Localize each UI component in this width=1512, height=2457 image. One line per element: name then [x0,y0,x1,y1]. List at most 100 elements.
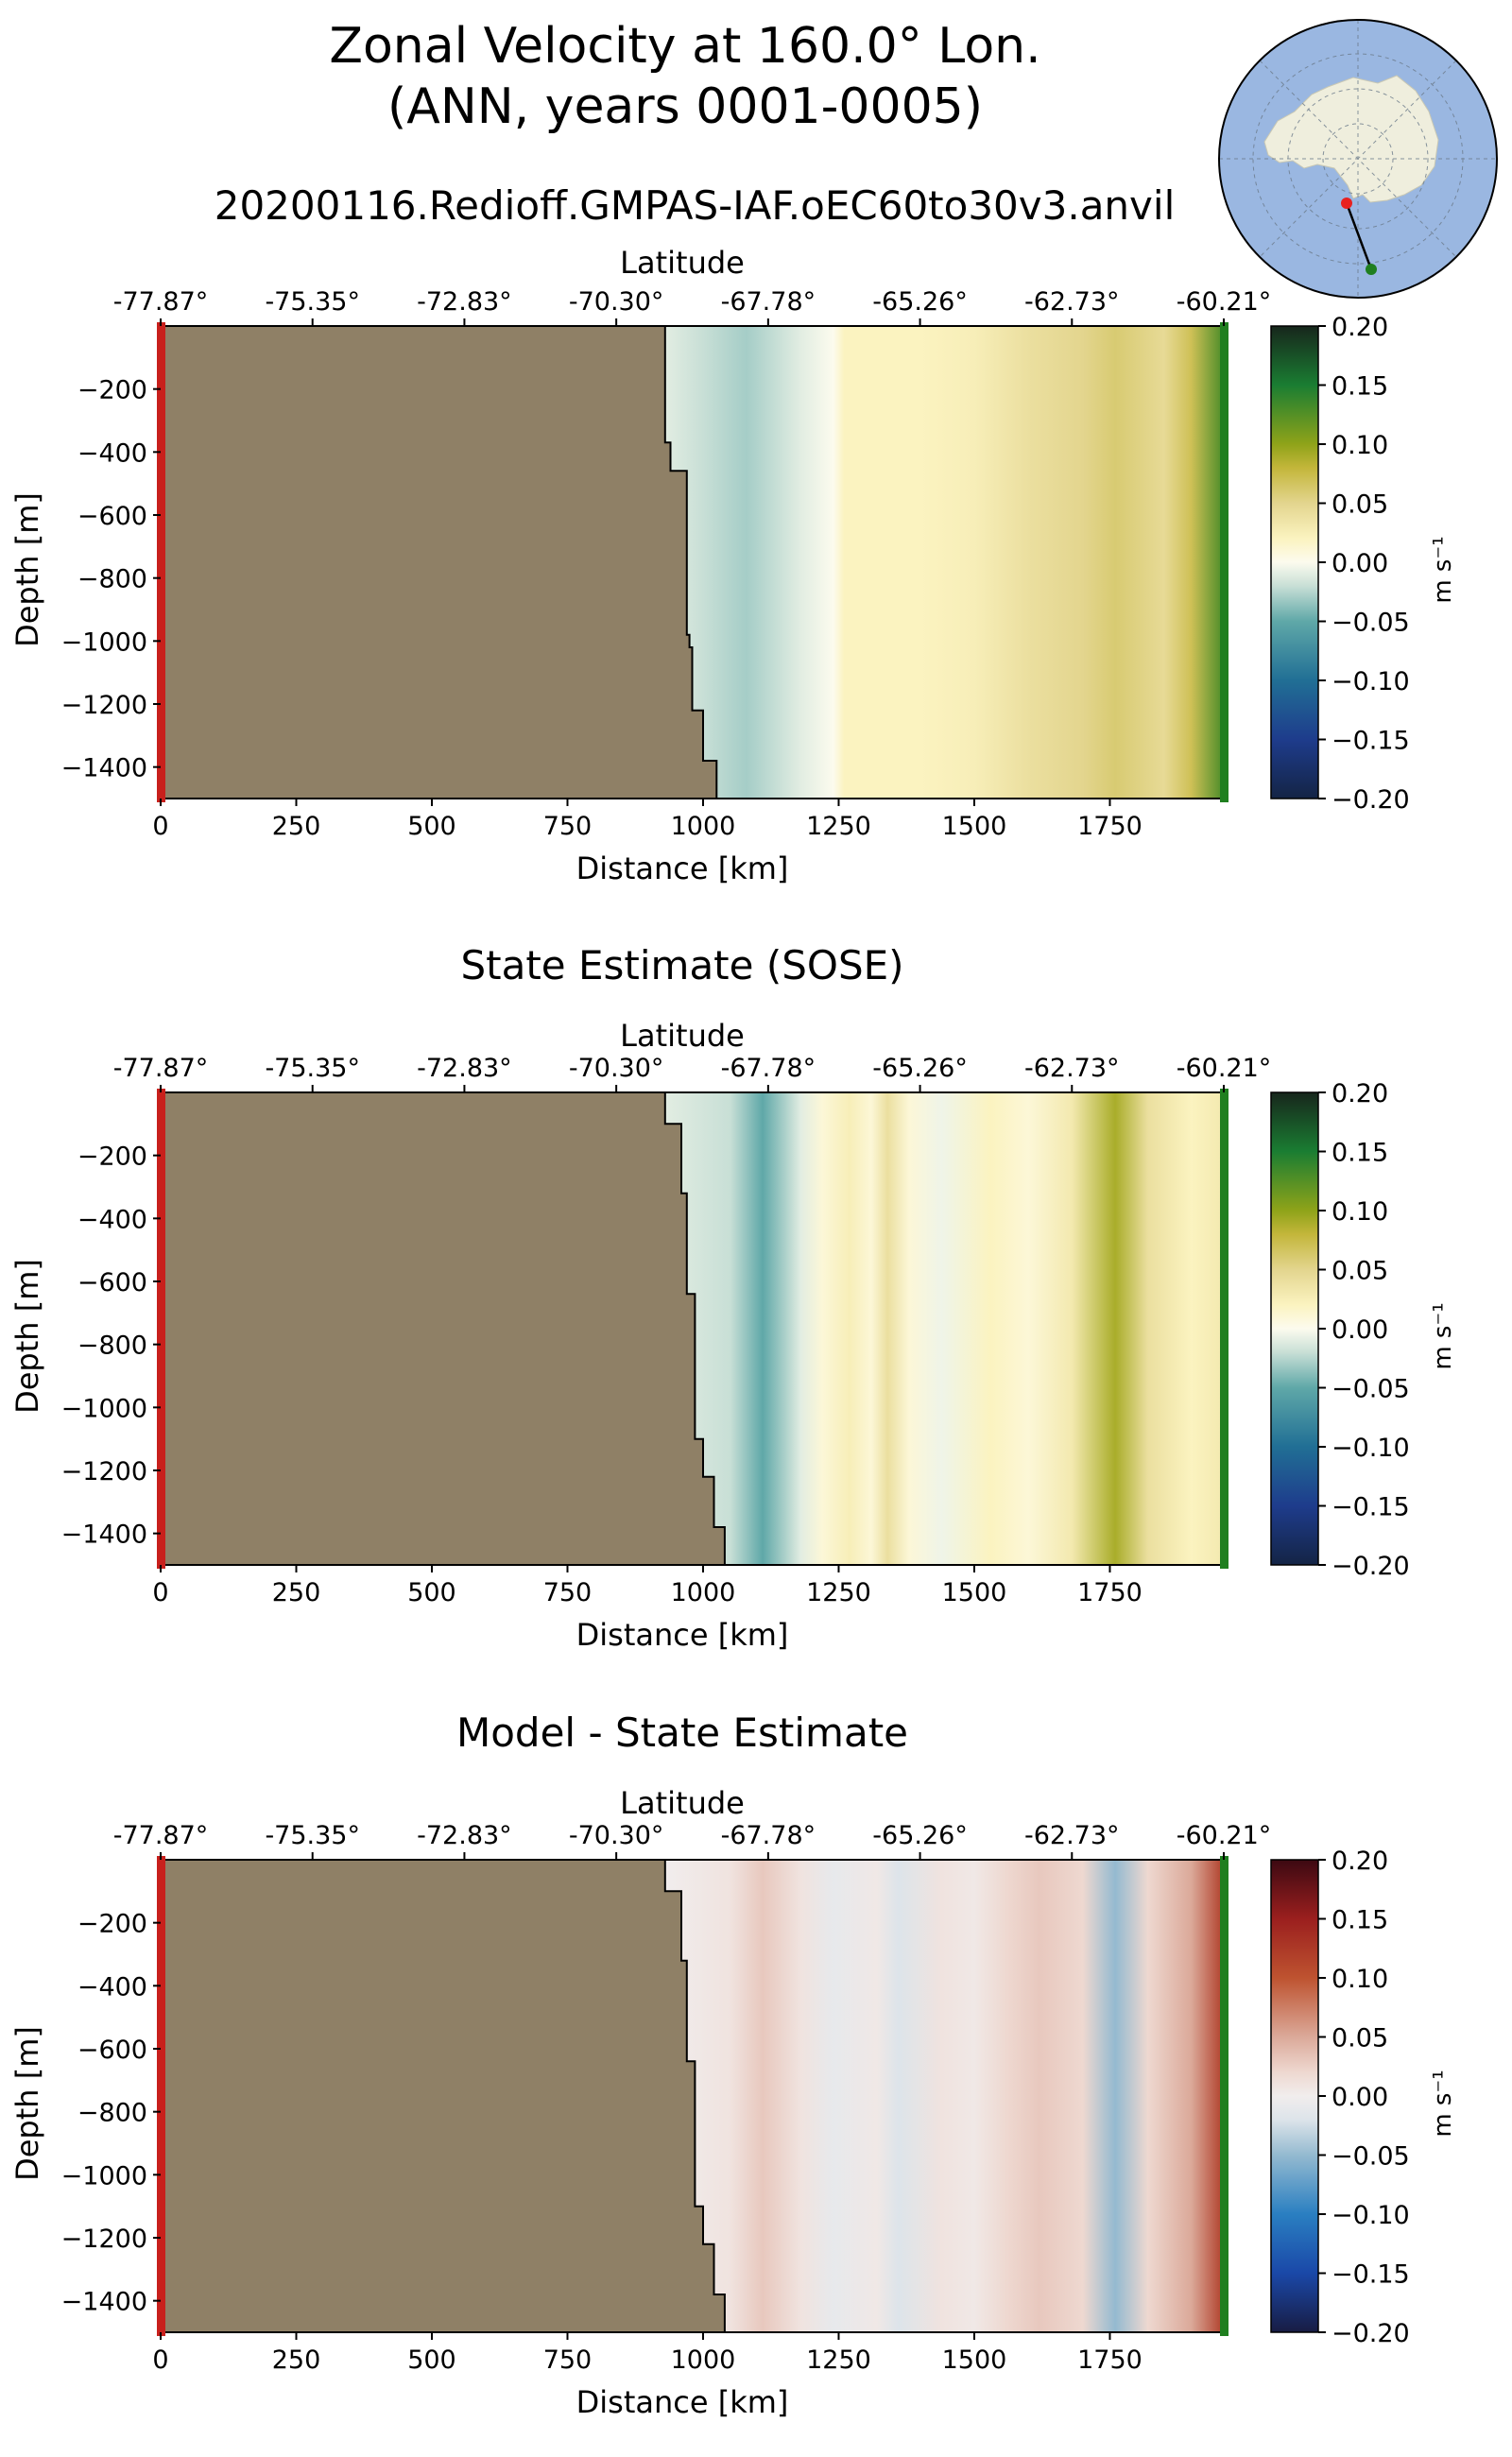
x-tick-label: 0 [152,812,168,841]
lat-tick-label: -67.78° [721,1054,816,1083]
lat-tick-label: -77.87° [113,1054,209,1083]
lat-tick-label: -70.30° [569,287,664,317]
lat-tick-label: -60.21° [1177,1821,1272,1850]
x-tick-label: 750 [543,2345,593,2375]
antarctica-icon [1263,75,1439,203]
colorbar-tick-label: 0.10 [1332,1197,1388,1227]
colorbar-tick-label: −0.10 [1332,667,1410,696]
panel-sose: State Estimate (SOSE) Latitude Distance … [9,942,1457,1653]
y-tick-label: −400 [77,1972,147,2002]
colorbar-tick-label: −0.10 [1332,1434,1410,1463]
y-tick-label: −400 [77,438,147,468]
transect-end-bar [1220,322,1228,802]
x-axis-label: Distance [km] [576,1617,789,1653]
colorbar-units: m s⁻¹ [1429,536,1457,603]
colorbar-tick-label: −0.15 [1332,2260,1410,2290]
land-mask [160,325,718,799]
lat-tick-label: -65.26° [872,1821,968,1850]
x-tick-label: 1750 [1077,2345,1143,2375]
transect-start-bar [157,1089,165,1569]
x-tick-label: 1750 [1077,1578,1143,1607]
y-tick-label: −400 [77,1205,147,1234]
y-tick-label: −1200 [61,691,147,720]
x-tick-label: 250 [272,1578,321,1607]
land-mask [160,1859,726,2333]
x-axis-label: Distance [km] [576,2384,789,2420]
lat-tick-label: -75.35° [265,1821,360,1850]
lat-tick-label: -65.26° [872,287,968,317]
colorbar-tick-label: −0.15 [1332,1493,1410,1522]
x-tick-label: 1000 [671,1578,736,1607]
colorbar-tick-label: 0.05 [1332,2024,1388,2053]
colorbar-tick-label: 0.15 [1332,1906,1388,1935]
x-tick-label: 500 [407,812,456,841]
x-tick-label: 500 [407,1578,456,1607]
lat-tick-label: -72.83° [417,1054,512,1083]
colorbar [1270,325,1319,799]
colorbar-tick-label: −0.05 [1332,1375,1410,1404]
colorbar-tick-label: 0.15 [1332,372,1388,402]
lat-tick-label: -77.87° [113,287,209,317]
transect-end-bar [1220,1089,1228,1569]
x-tick-label: 750 [543,812,593,841]
lat-tick-label: -75.35° [265,1054,360,1083]
top-axis-label: Latitude [620,1018,745,1054]
x-tick-label: 250 [272,2345,321,2375]
land-mask [160,1091,726,1566]
colorbar-units: m s⁻¹ [1429,1302,1457,1369]
top-axis-label: Latitude [620,1785,745,1821]
x-tick-label: 1500 [942,1578,1007,1607]
y-tick-label: −1000 [61,1394,147,1423]
colorbar-tick-label: 0.00 [1332,2083,1388,2112]
figure-subtitle: 20200116.Redioff.GMPAS-IAF.oEC60to30v3.a… [215,182,1176,229]
y-tick-label: −1400 [61,1521,147,1550]
y-tick-label: −1400 [61,754,147,783]
colorbar-tick-label: 0.15 [1332,1139,1388,1168]
y-tick-label: −1200 [61,1457,147,1486]
transect-start-bar [157,1856,165,2336]
x-tick-label: 1250 [806,1578,871,1607]
x-tick-label: 0 [152,1578,168,1607]
panel-model: Latitude Distance [km] Depth [m] m s⁻¹ 0… [9,245,1457,886]
lat-tick-label: -70.30° [569,1054,664,1083]
colorbar-tick-label: 0.20 [1332,1079,1388,1108]
y-tick-label: −1000 [61,627,147,657]
x-axis-label: Distance [km] [576,850,789,886]
transect-line [1345,202,1373,270]
x-tick-label: 750 [543,1578,593,1607]
y-tick-label: −800 [77,2099,147,2128]
x-tick-label: 1500 [942,2345,1007,2375]
transect-end-bar [1220,1856,1228,2336]
colorbar [1270,1859,1319,2333]
y-tick-label: −800 [77,1332,147,1361]
panel-title: Model - State Estimate [456,1710,908,1756]
y-tick-label: −1200 [61,2225,147,2254]
lat-tick-label: -75.35° [265,287,360,317]
figure-title-line2: (ANN, years 0001-0005) [387,78,983,135]
colorbar-tick-label: −0.20 [1332,1552,1410,1581]
x-tick-label: 1000 [671,812,736,841]
lat-tick-label: -60.21° [1177,1054,1272,1083]
velocity-field [664,326,1224,799]
colorbar-tick-label: −0.05 [1332,2142,1410,2172]
colorbar-tick-label: −0.10 [1332,2201,1410,2230]
y-tick-label: −1400 [61,2288,147,2317]
lat-tick-label: -62.73° [1024,1821,1120,1850]
y-axis-label: Depth [m] [9,2026,45,2181]
transect-end-marker [1366,264,1377,275]
x-tick-label: 1250 [806,2345,871,2375]
colorbar-tick-label: 0.10 [1332,431,1388,460]
lat-tick-label: -65.26° [872,1054,968,1083]
velocity-field [664,1860,1224,2332]
y-axis-label: Depth [m] [9,1259,45,1414]
velocity-field [664,1092,1224,1565]
colorbar-tick-label: 0.20 [1332,1847,1388,1876]
y-tick-label: −200 [77,1910,147,1939]
lat-tick-label: -62.73° [1024,1054,1120,1083]
x-tick-label: 500 [407,2345,456,2375]
x-tick-label: 1250 [806,812,871,841]
y-tick-label: −600 [77,502,147,531]
inset-map [1218,19,1498,299]
transect-start-bar [157,322,165,802]
colorbar-tick-label: 0.10 [1332,1965,1388,1994]
